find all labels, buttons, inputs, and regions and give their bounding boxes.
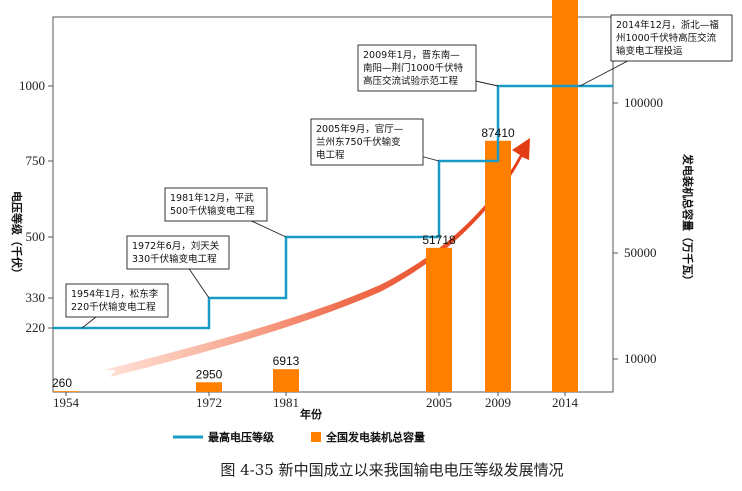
callout-text-line: 南阳—荆门1000千伏特 <box>363 62 464 74</box>
callout-text-line: 2009年1月，晋东南— <box>363 49 460 61</box>
right-axis-tick-label: 10000 <box>624 351 657 366</box>
capacity-bar-label: 51718 <box>422 233 456 247</box>
callout-text-line: 1954年1月，松东李 <box>71 288 159 300</box>
capacity-bar <box>273 369 299 392</box>
voltage-step-line <box>53 84 613 330</box>
callout-text-line: 500千伏输变电工程 <box>170 205 255 217</box>
callout-text-line: 1972年6月，刘天关 <box>132 240 220 252</box>
legend-bar-label: 全国发电装机总容量 <box>325 430 425 444</box>
right-axis-tick-label: 50000 <box>624 245 657 260</box>
x-axis-tick-label: 1972 <box>196 395 222 410</box>
left-axis-tick-label: 1000 <box>19 78 45 93</box>
callout-box <box>357 44 477 92</box>
callout-text-line: 220千伏输变电工程 <box>71 301 156 313</box>
legend-bar-swatch <box>311 432 321 442</box>
capacity-bar <box>196 382 222 392</box>
callout-box <box>126 235 230 270</box>
left-axis-tick-label: 750 <box>26 153 46 168</box>
right-axis-title: 发电装机总容量（万千瓦） <box>681 153 695 286</box>
x-axis-tick-label: 2014 <box>552 395 579 410</box>
capacity-bar-label: 260 <box>52 376 72 390</box>
callout-text-line: 输变电工程投运 <box>616 45 683 57</box>
callout-text-line: 电工程 <box>316 149 345 161</box>
callout-text-line: 2005年9月，官厅— <box>316 123 404 135</box>
x-axis-title: 年份 <box>300 407 323 421</box>
left-axis-tick-label: 500 <box>26 229 46 244</box>
callout-text-line: 2014年12月，浙北—福 <box>616 19 719 31</box>
x-axis-tick-label: 2005 <box>426 395 452 410</box>
capacity-bar <box>485 140 511 392</box>
capacity-bar <box>426 247 452 392</box>
callout-box <box>164 187 268 222</box>
x-axis-tick-label: 1954 <box>53 395 80 410</box>
legend-line-label: 最高电压等级 <box>208 430 275 444</box>
callout-text-line: 兰州东750千伏输变 <box>316 136 401 148</box>
plot-frame <box>52 16 614 393</box>
callout-text-line: 高压交流试验示范工程 <box>363 75 459 87</box>
left-axis-tick-label: 330 <box>26 290 46 305</box>
x-axis-tick-label: 1981 <box>273 395 299 410</box>
callout-box <box>310 118 424 166</box>
callout-text-line: 330千伏输变电工程 <box>132 253 217 265</box>
callout-text-line: 州1000千伏特高压交流 <box>616 32 717 44</box>
capacity-bar-label: 87410 <box>481 126 515 140</box>
callout-box <box>610 14 733 62</box>
capacity-bar-label: 6913 <box>273 354 300 368</box>
x-axis-tick-label: 2009 <box>485 395 511 410</box>
callout-box <box>65 283 169 318</box>
capacity-bar <box>53 391 79 392</box>
capacity-bar-label: 2950 <box>196 367 223 381</box>
capacity-bar <box>552 0 578 392</box>
right-axis-tick-label: 100000 <box>624 95 663 110</box>
left-axis-tick-label: 220 <box>26 320 46 335</box>
figure-caption: 图 4-35 新中国成立以来我国输电电压等级发展情况 <box>220 461 563 479</box>
left-axis-title: 电压等级（千伏） <box>10 191 24 279</box>
callout-text-line: 1981年12月，平武 <box>170 192 254 204</box>
